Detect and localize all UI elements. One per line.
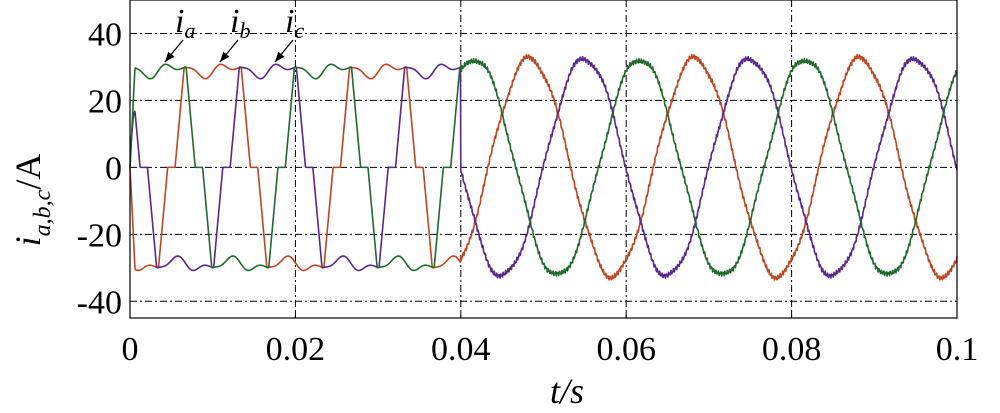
y-tick-label: 20 bbox=[88, 83, 122, 120]
annotation-arrowhead bbox=[165, 51, 175, 62]
x-tick-label: 0 bbox=[122, 331, 139, 368]
plot-frame bbox=[129, 0, 958, 319]
y-axis-label-base: i bbox=[8, 236, 48, 246]
y-tick-label: -40 bbox=[77, 284, 122, 321]
annotation-base: i bbox=[175, 3, 184, 40]
x-tick-label: 0.02 bbox=[266, 331, 326, 368]
grid-lines bbox=[130, 0, 957, 318]
annotation-label-ia: ia bbox=[175, 3, 195, 43]
x-axis-label-base: t bbox=[550, 371, 561, 411]
annotation-base: i bbox=[230, 3, 239, 40]
annotation-label-ic: ic bbox=[285, 3, 304, 43]
series-line-ic bbox=[129, 57, 958, 277]
annotations: ia ib ic bbox=[164, 3, 304, 63]
tick-labels: 0 0.02 0.04 0.06 0.08 0.1 40 20 0 -20 -40 bbox=[77, 16, 979, 368]
series-layer bbox=[129, 53, 958, 281]
annotation-sub: b bbox=[239, 18, 250, 43]
y-tick-label: 40 bbox=[88, 16, 122, 53]
annotation-arrowhead bbox=[220, 51, 230, 62]
y-tick-label: -20 bbox=[77, 217, 122, 254]
series-line-ib bbox=[129, 55, 958, 279]
x-tick-label: 0.06 bbox=[596, 331, 656, 368]
y-axis-label-sub: a,b,c bbox=[30, 189, 56, 236]
x-tick-label: 0.04 bbox=[431, 331, 491, 368]
annotation-sub: c bbox=[294, 18, 304, 43]
annotation-arrowhead bbox=[275, 51, 285, 62]
annotation-base: i bbox=[285, 3, 294, 40]
y-axis-label: ia,b,c/A bbox=[8, 154, 56, 247]
y-tick-label: 0 bbox=[105, 150, 122, 187]
annotation-label-ib: ib bbox=[230, 3, 250, 43]
annotation-sub: a bbox=[184, 18, 195, 43]
x-axis-label: t/s bbox=[550, 371, 584, 411]
x-tick-label: 0.1 bbox=[936, 331, 979, 368]
y-axis-label-unit: /A bbox=[8, 154, 48, 190]
x-axis-label-unit: /s bbox=[558, 371, 584, 411]
x-tick-label: 0.08 bbox=[762, 331, 822, 368]
